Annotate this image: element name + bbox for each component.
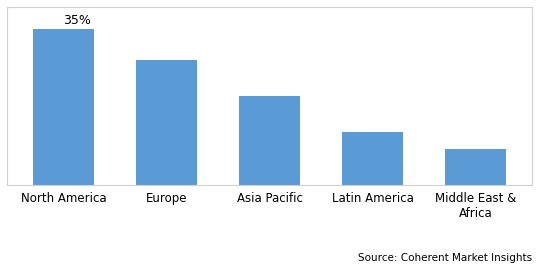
Text: Source: Coherent Market Insights: Source: Coherent Market Insights: [358, 253, 532, 262]
Bar: [342, 132, 403, 185]
Text: 35%: 35%: [64, 14, 92, 27]
Bar: [445, 149, 506, 185]
Bar: [136, 60, 197, 185]
Bar: [33, 29, 94, 185]
Bar: [239, 96, 300, 185]
